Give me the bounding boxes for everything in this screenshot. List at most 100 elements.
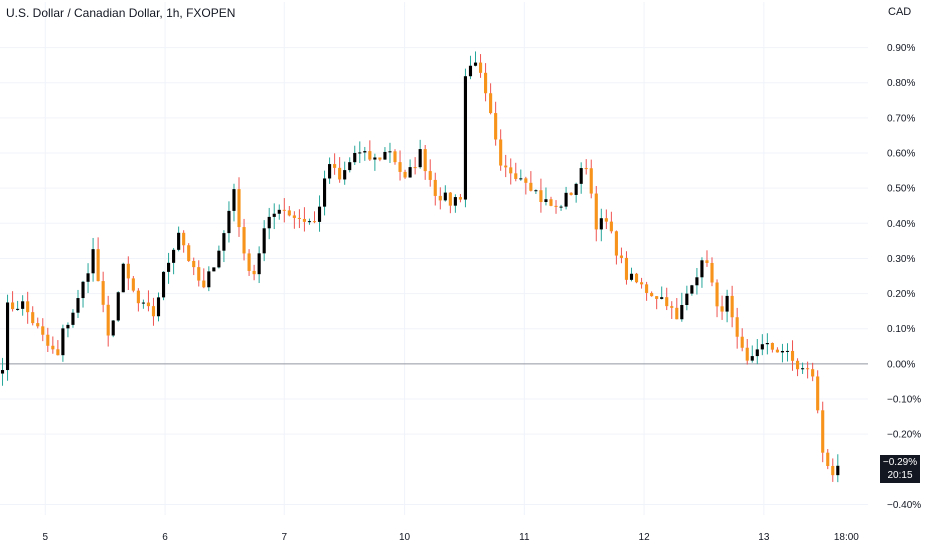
candle-body <box>338 167 342 180</box>
candle <box>539 178 543 213</box>
candle-body <box>780 350 785 353</box>
candle <box>599 208 603 242</box>
candle <box>458 193 462 203</box>
candle <box>640 277 644 289</box>
x-tick-label: 18:00 <box>834 532 859 543</box>
candle <box>775 347 779 353</box>
candle-body <box>725 295 729 312</box>
candle <box>705 250 709 267</box>
candle-body <box>297 217 301 219</box>
candle-body <box>126 263 130 279</box>
candle-body <box>393 151 397 163</box>
candle-body <box>660 297 664 299</box>
candle-body <box>544 199 548 202</box>
candle <box>227 201 231 243</box>
candle <box>197 260 201 287</box>
candle-body <box>41 326 45 335</box>
candle-body <box>61 328 65 356</box>
candle <box>348 157 352 173</box>
candle <box>680 292 684 322</box>
candle-body <box>720 306 724 312</box>
candle <box>373 153 377 171</box>
candle <box>448 192 452 214</box>
candle-body <box>599 218 603 230</box>
candle-body <box>710 262 714 283</box>
candle-body <box>655 296 659 299</box>
candle <box>801 362 805 374</box>
candle-body <box>378 157 382 160</box>
candle-body <box>645 284 649 293</box>
candle <box>302 207 306 232</box>
candle-body <box>348 162 352 171</box>
candle-body <box>554 205 558 207</box>
candle-body <box>443 192 447 201</box>
chart-title: U.S. Dollar / Canadian Dollar, 1h, FXOPE… <box>6 6 236 20</box>
candle-body <box>609 221 613 232</box>
candle <box>489 83 493 115</box>
candle-body <box>66 324 70 329</box>
candle <box>750 345 754 363</box>
bar-countdown: 20:15 <box>887 470 913 481</box>
candle-body <box>151 306 156 317</box>
candle-body <box>499 139 503 166</box>
candle-body <box>16 308 20 310</box>
candle-body <box>257 253 261 275</box>
candle <box>322 170 327 216</box>
candle <box>660 286 664 300</box>
candle <box>755 339 759 365</box>
candle-body <box>438 195 442 201</box>
y-tick-label: 0.70% <box>887 113 915 124</box>
y-tick-label: 0.40% <box>887 219 915 230</box>
candle-body <box>156 297 161 317</box>
candle <box>524 176 528 195</box>
candle-body <box>11 302 15 310</box>
candle-body <box>383 151 387 160</box>
candle-body <box>509 167 513 174</box>
candle-body <box>106 304 110 336</box>
candle-body <box>56 349 60 356</box>
candle-body <box>292 215 296 218</box>
candle <box>790 340 795 371</box>
candle-body <box>71 312 75 325</box>
candle-body <box>167 262 171 272</box>
candle <box>645 281 649 301</box>
candle <box>262 220 266 262</box>
candle <box>207 266 211 292</box>
candle <box>650 291 654 297</box>
candle <box>519 169 523 181</box>
candle-body <box>267 216 271 229</box>
candle-body <box>589 168 593 194</box>
candle <box>368 140 372 161</box>
candle-body <box>458 197 462 200</box>
candle <box>31 306 35 326</box>
candle-body <box>750 356 754 361</box>
candle <box>826 449 830 470</box>
candle-body <box>91 249 95 274</box>
candle-body <box>262 228 266 254</box>
candle <box>66 322 70 338</box>
candle <box>473 51 478 67</box>
candle <box>56 340 60 356</box>
candle <box>312 211 317 224</box>
candle <box>413 157 417 175</box>
candle <box>614 230 618 265</box>
candle <box>287 205 291 217</box>
candle-body <box>31 312 35 324</box>
candle <box>795 358 800 377</box>
candle-body <box>353 152 357 163</box>
candle <box>564 186 568 210</box>
y-axis: 0.90% 0.80% 0.70% 0.60% 0.50% 0.40% 0.30% 0.20%… <box>887 43 921 511</box>
candle <box>363 146 367 161</box>
candle-body <box>514 173 518 179</box>
candle <box>423 145 427 180</box>
candle <box>16 300 20 311</box>
candle <box>247 249 251 276</box>
candle-body <box>765 343 769 345</box>
candle <box>670 301 674 320</box>
candle-body <box>806 368 810 370</box>
y-tick-label: 0.30% <box>887 254 915 265</box>
candle-body <box>821 410 825 453</box>
candle-body <box>634 273 639 283</box>
candle-body <box>579 168 583 184</box>
candle-body <box>816 376 820 411</box>
